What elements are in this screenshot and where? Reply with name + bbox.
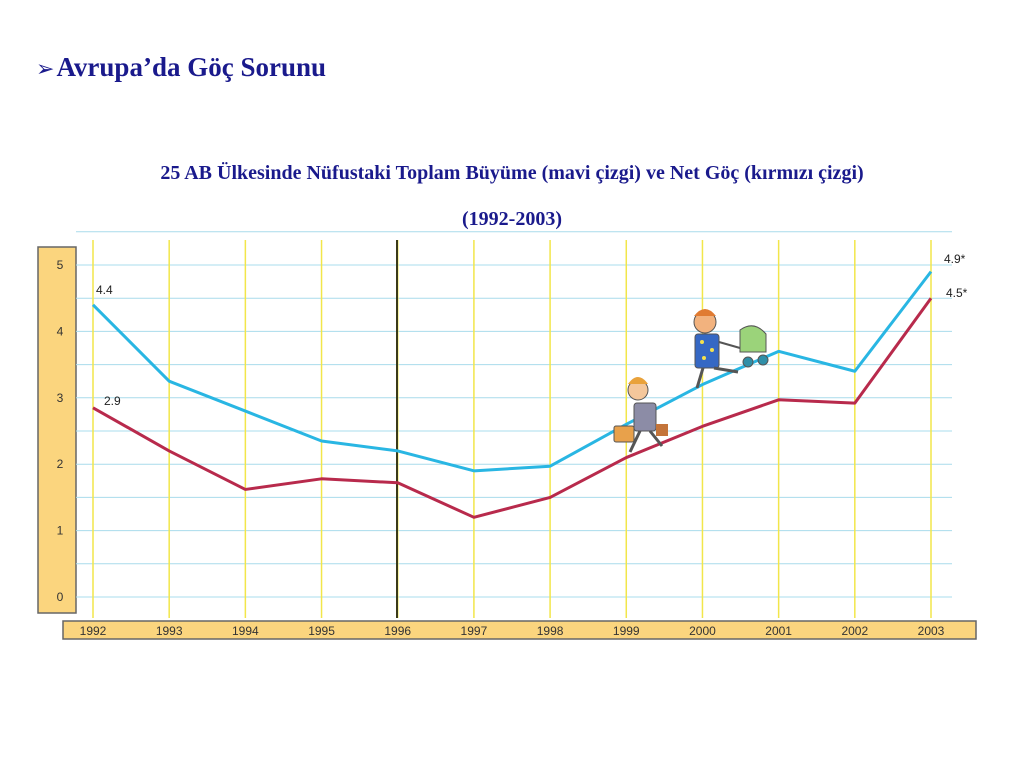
chart-grid xyxy=(76,231,952,618)
x-tick-2002: 2002 xyxy=(841,624,868,638)
y-tick-1: 1 xyxy=(57,524,64,538)
x-tick-1996: 1996 xyxy=(384,624,411,638)
x-tick-2003: 2003 xyxy=(918,624,945,638)
x-tick-1997: 1997 xyxy=(461,624,488,638)
y-axis-panel xyxy=(37,246,77,614)
chart-subtitle: (1992-2003) xyxy=(462,208,562,230)
x-tick-1998: 1998 xyxy=(537,624,564,638)
y-tick-3: 3 xyxy=(57,391,64,405)
value-labels: 4.4 2.9 4.9* 4.5* xyxy=(96,252,968,408)
y-tick-4: 4 xyxy=(57,324,64,338)
axis-ticks: 0 1 2 3 4 5 1992 1993 1994 1995 1996 1997 1998 1999 20… xyxy=(57,258,945,638)
y-tick-2: 2 xyxy=(57,457,64,471)
chart-title: 25 AB Ülkesinde Nüfustaki Toplam Büyüme … xyxy=(160,162,864,184)
x-tick-1994: 1994 xyxy=(232,624,259,638)
family-walking-stroller-icon xyxy=(613,309,769,453)
x-tick-2000: 2000 xyxy=(689,624,716,638)
x-tick-1999: 1999 xyxy=(613,624,640,638)
x-tick-1993: 1993 xyxy=(156,624,183,638)
y-tick-0: 0 xyxy=(57,590,64,604)
x-tick-1992: 1992 xyxy=(80,624,107,638)
arrow-bullet-icon: ➢ xyxy=(36,57,55,82)
x-axis-panel xyxy=(62,620,977,640)
slide-heading: ➢Avrupa’da Göç Sorunu xyxy=(36,52,326,83)
label-start-blue: 4.4 xyxy=(96,283,113,297)
slide-heading-text: Avrupa’da Göç Sorunu xyxy=(56,52,326,82)
series-line-1 xyxy=(91,270,933,473)
label-start-red: 2.9 xyxy=(104,394,121,408)
x-tick-1995: 1995 xyxy=(308,624,335,638)
series-lines xyxy=(91,270,933,519)
series-line-2 xyxy=(92,297,933,519)
label-end-blue: 4.9* xyxy=(944,252,966,266)
y-tick-5: 5 xyxy=(57,258,64,272)
label-end-red: 4.5* xyxy=(946,286,968,300)
x-tick-2001: 2001 xyxy=(765,624,792,638)
